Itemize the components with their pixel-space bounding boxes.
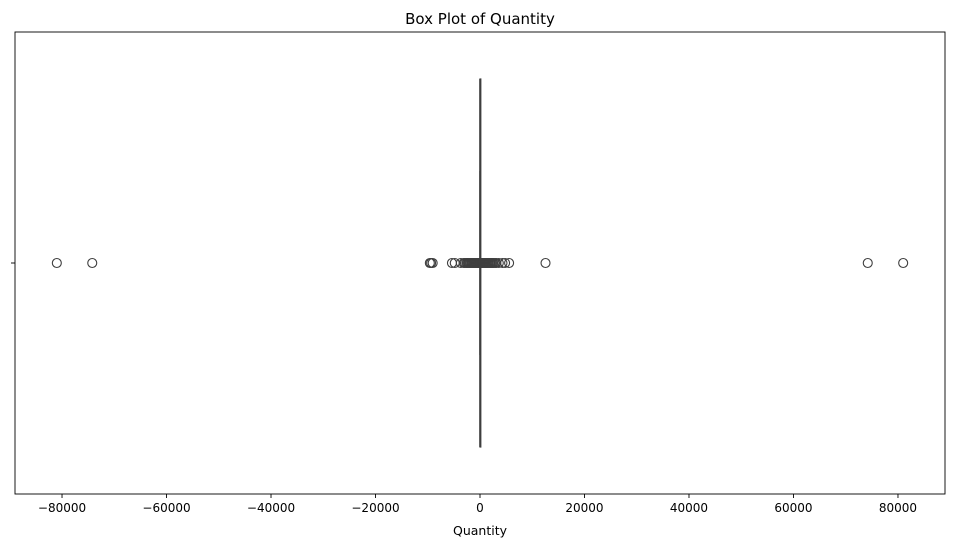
outlier-point [427, 257, 438, 269]
outlier-point [862, 257, 873, 269]
x-tick-label: 0 [476, 501, 484, 515]
x-tick-label: −40000 [247, 501, 295, 515]
outlier-point [51, 257, 62, 269]
x-tick-label: 40000 [670, 501, 708, 515]
outlier-point [497, 257, 508, 269]
outlier-point [898, 257, 909, 269]
outlier-point [540, 257, 551, 269]
outlier-point [493, 257, 504, 269]
x-axis-title: Quantity [453, 523, 508, 538]
x-tick-label: 20000 [565, 501, 603, 515]
chart-title: Box Plot of Quantity [405, 10, 555, 28]
x-tick-label: −80000 [38, 501, 86, 515]
x-tick-label: −60000 [142, 501, 190, 515]
outlier-point [500, 257, 511, 269]
outlier-point [87, 257, 98, 269]
x-axis: −80000 −60000 −40000 −20000 0 20000 40000 60000… [38, 494, 917, 515]
x-tick-label: −20000 [351, 501, 399, 515]
outlier-point [504, 257, 515, 269]
x-tick-label: 60000 [774, 501, 812, 515]
outlier-group [51, 257, 909, 269]
x-tick-label: 80000 [879, 501, 917, 515]
